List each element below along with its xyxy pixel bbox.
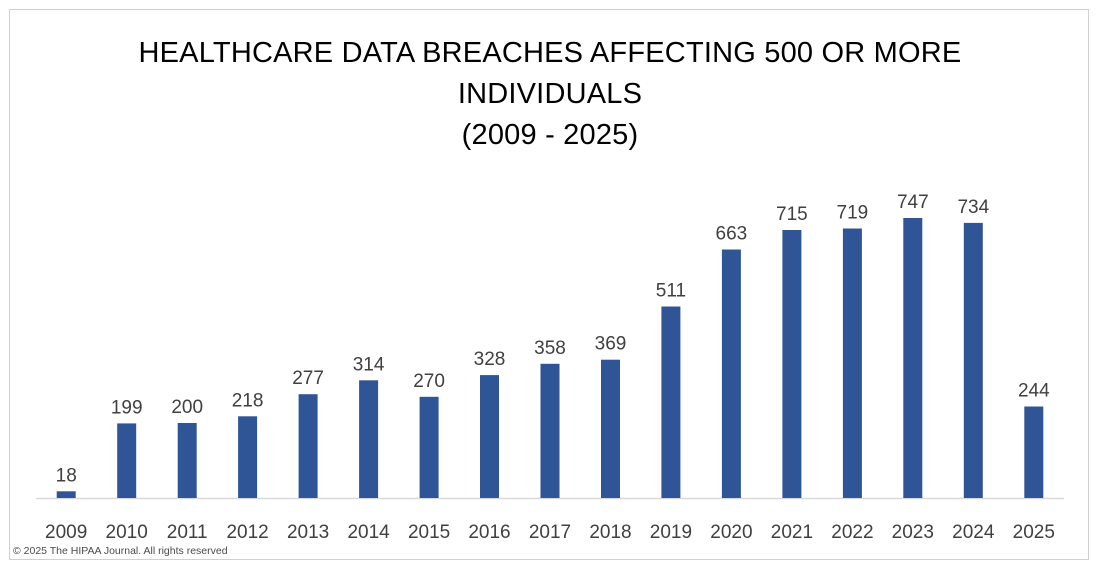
- x-tick-label-2018: 2018: [589, 522, 631, 543]
- bar-2016: [480, 375, 499, 498]
- x-tick-label-2011: 2011: [167, 522, 208, 543]
- chart-title-line-2: INDIVIDUALS: [457, 78, 643, 110]
- bar-2025: [1024, 406, 1044, 498]
- x-tick-label-2017: 2017: [529, 522, 571, 543]
- data-label-2010: 199: [111, 397, 143, 418]
- bar-2009: [56, 491, 76, 498]
- data-label-2019: 511: [656, 281, 686, 302]
- bar-2024: [963, 222, 983, 498]
- data-label-2012: 218: [232, 390, 264, 411]
- x-tick-label-2022: 2022: [831, 522, 873, 543]
- bar-2017: [540, 363, 560, 498]
- x-tick-label-2019: 2019: [650, 522, 692, 543]
- x-tick-label-2015: 2015: [408, 522, 450, 543]
- data-label-2018: 369: [595, 334, 627, 355]
- bar-2011: [177, 423, 197, 498]
- data-label-2024: 734: [957, 197, 989, 218]
- bar-2020: [721, 249, 741, 498]
- chart-title-line-1: HEALTHCARE DATA BREACHES AFFECTING 500 O…: [138, 37, 962, 69]
- chart-title-line-3: (2009 - 2025): [461, 119, 639, 151]
- bar-2023: [903, 218, 923, 498]
- x-tick-label-2014: 2014: [347, 522, 390, 543]
- data-label-2022: 719: [837, 203, 869, 224]
- x-tick-label-2021: 2021: [771, 522, 813, 543]
- data-label-2011: 200: [171, 397, 203, 418]
- bar-2021: [782, 230, 802, 498]
- x-tick-label-2009: 2009: [45, 522, 87, 543]
- data-label-2023: 747: [897, 192, 929, 213]
- data-label-2015: 270: [413, 371, 445, 392]
- x-tick-label-2010: 2010: [106, 522, 148, 543]
- bar-2010: [117, 423, 137, 498]
- data-label-2013: 277: [292, 368, 324, 389]
- x-tick-label-2024: 2024: [952, 522, 995, 543]
- bar-2022: [842, 228, 862, 498]
- x-tick-label-2023: 2023: [892, 522, 934, 543]
- data-label-2017: 358: [534, 338, 566, 359]
- data-label-2020: 663: [716, 224, 748, 245]
- x-tick-label-2025: 2025: [1013, 522, 1055, 543]
- x-tick-label-2020: 2020: [710, 522, 752, 543]
- data-label-2025: 244: [1018, 381, 1050, 402]
- x-tick-label-2012: 2012: [226, 522, 268, 543]
- x-tick-label-2013: 2013: [287, 522, 329, 543]
- copyright-notice: © 2025 The HIPAA Journal. All rights res…: [13, 545, 228, 557]
- bar-2015: [419, 396, 439, 498]
- data-label-2009: 18: [56, 465, 77, 486]
- bar-2018: [601, 359, 620, 498]
- bar-2012: [238, 416, 258, 498]
- chart-title: HEALTHCARE DATA BREACHES AFFECTING 500 O…: [0, 33, 1100, 156]
- data-label-2021: 715: [776, 204, 808, 225]
- data-label-2014: 314: [353, 354, 385, 375]
- x-tick-label-2016: 2016: [468, 522, 510, 543]
- bar-2014: [359, 380, 379, 498]
- data-label-2016: 328: [474, 349, 506, 370]
- bar-2019: [661, 306, 681, 498]
- bar-2013: [298, 394, 318, 498]
